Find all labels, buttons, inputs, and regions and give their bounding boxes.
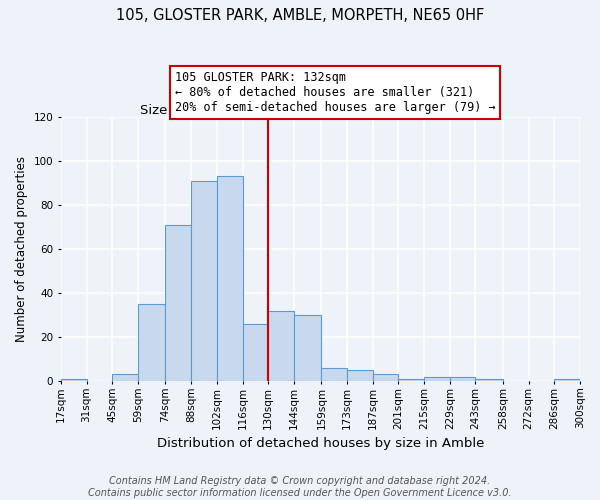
Bar — [347, 370, 373, 381]
Text: Contains HM Land Registry data © Crown copyright and database right 2024.
Contai: Contains HM Land Registry data © Crown c… — [88, 476, 512, 498]
Bar — [554, 379, 580, 381]
Text: 105 GLOSTER PARK: 132sqm
← 80% of detached houses are smaller (321)
20% of semi-: 105 GLOSTER PARK: 132sqm ← 80% of detach… — [175, 71, 496, 114]
Title: Size of property relative to detached houses in Amble: Size of property relative to detached ho… — [140, 104, 500, 117]
Bar — [112, 374, 138, 381]
Bar — [242, 324, 268, 381]
Bar — [166, 224, 191, 381]
Bar — [450, 376, 475, 381]
Bar — [191, 180, 217, 381]
Bar — [268, 310, 294, 381]
Bar — [138, 304, 166, 381]
Bar — [217, 176, 242, 381]
Bar — [294, 315, 322, 381]
Bar — [475, 379, 503, 381]
Bar — [424, 376, 450, 381]
Bar — [322, 368, 347, 381]
Bar — [61, 379, 86, 381]
Bar — [398, 379, 424, 381]
Text: 105, GLOSTER PARK, AMBLE, MORPETH, NE65 0HF: 105, GLOSTER PARK, AMBLE, MORPETH, NE65 … — [116, 8, 484, 22]
Bar — [373, 374, 398, 381]
Y-axis label: Number of detached properties: Number of detached properties — [15, 156, 28, 342]
X-axis label: Distribution of detached houses by size in Amble: Distribution of detached houses by size … — [157, 437, 484, 450]
